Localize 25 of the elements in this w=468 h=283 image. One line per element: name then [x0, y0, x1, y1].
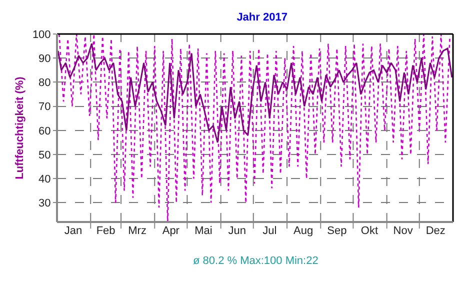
y-tick-label: 70 — [38, 101, 51, 114]
x-tick-label: Dez — [426, 225, 446, 237]
x-tick-label: Apr — [162, 225, 180, 237]
x-tick-label: Mrz — [128, 225, 146, 237]
x-tick-label: Okt — [360, 225, 378, 237]
x-tick-label: Feb — [96, 225, 116, 237]
y-axis-title: Luftfeuchtigkeit (%) — [14, 76, 26, 180]
y-tick-label: 30 — [38, 198, 51, 210]
x-tick-label: Aug — [293, 225, 314, 237]
line-series — [57, 42, 453, 144]
chart-title: Jahr 2017 — [236, 11, 288, 24]
x-tick-label: Jan — [64, 225, 82, 237]
x-tick-label: Sep — [327, 225, 347, 237]
x-tick-label: Nov — [393, 225, 414, 237]
x-tick-label: Mai — [194, 225, 212, 237]
text: ø 80.2 % Max:100 Min:22 — [193, 255, 318, 267]
y-tick-label: 100 — [32, 28, 51, 41]
x-tick-label: Jun — [228, 225, 246, 237]
y-tick-label: 40 — [38, 173, 51, 186]
y-tick-label: 80 — [38, 77, 51, 90]
x-tick-label: Jul — [262, 225, 277, 237]
y-tick-label: 90 — [38, 52, 51, 65]
y-tick-label: 50 — [38, 149, 51, 162]
line-series — [58, 34, 450, 222]
y-tick-label: 60 — [38, 125, 51, 138]
